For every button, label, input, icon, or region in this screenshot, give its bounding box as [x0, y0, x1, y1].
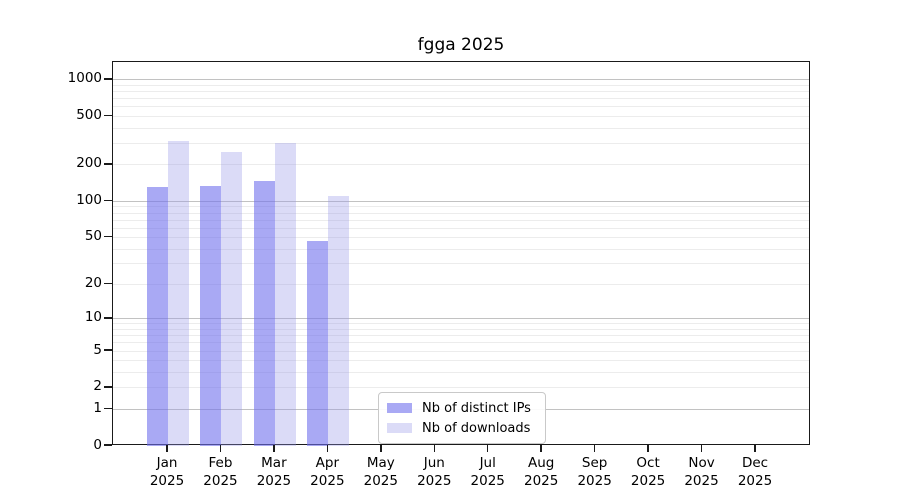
gridline-minor	[113, 372, 809, 374]
gridline-minor	[113, 212, 809, 214]
legend: Nb of distinct IPs Nb of downloads	[378, 392, 546, 444]
x-tick-label: Mar 2025	[256, 455, 292, 489]
gridline-minor	[113, 360, 809, 362]
y-tick-mark	[104, 386, 112, 388]
gridline-minor	[113, 263, 809, 265]
gridline-minor	[113, 164, 809, 166]
x-tick-mark	[700, 445, 703, 452]
x-tick-label: Nov 2025	[684, 455, 719, 489]
y-tick-label: 20	[84, 275, 102, 292]
gridline-minor	[113, 116, 809, 117]
legend-swatch-distinct-ips	[387, 403, 412, 413]
y-tick-mark	[104, 282, 112, 285]
x-tick-label: Jul 2025	[470, 455, 505, 489]
chart-title: fgga 2025	[417, 35, 505, 55]
x-tick-mark	[219, 445, 222, 452]
bar-downloads	[274, 142, 296, 446]
x-tick-label: Apr 2025	[310, 455, 345, 489]
gridline-minor	[113, 323, 809, 325]
legend-item-downloads: Nb of downloads	[387, 418, 537, 438]
y-tick-label: 0	[93, 436, 102, 453]
y-tick-label: 10	[84, 309, 102, 326]
x-tick-label: Jan 2025	[149, 455, 185, 489]
y-tick-mark	[104, 235, 112, 238]
bar-downloads	[168, 140, 189, 446]
y-tick-label: 1	[93, 399, 102, 416]
x-tick-mark	[754, 445, 756, 452]
gridline-minor	[113, 284, 809, 286]
y-tick-mark	[104, 163, 112, 165]
bars-layer	[113, 62, 809, 446]
y-tick-label: 2	[93, 378, 102, 395]
gridline-minor	[113, 127, 809, 129]
gridline-minor	[113, 350, 809, 352]
gridline-minor	[113, 206, 809, 208]
gridline-minor	[113, 335, 809, 337]
x-tick-mark	[540, 445, 542, 452]
x-tick-mark	[593, 445, 596, 452]
gridline-minor	[113, 84, 809, 86]
x-tick-label: Feb 2025	[203, 455, 238, 489]
gridline-minor	[113, 91, 809, 93]
legend-swatch-downloads	[387, 423, 412, 433]
gridline-minor	[113, 143, 809, 144]
legend-item-distinct-ips: Nb of distinct IPs	[387, 398, 537, 418]
gridline-major	[113, 79, 809, 81]
gridline-minor	[113, 248, 809, 250]
y-tick-label: 5	[93, 341, 102, 358]
x-tick-mark	[326, 445, 329, 452]
bar-distinct-ips	[147, 186, 168, 446]
bar-downloads	[221, 151, 243, 446]
y-tick-mark	[104, 78, 112, 80]
y-tick-label: 100	[76, 191, 102, 208]
bar-downloads	[328, 196, 350, 446]
bar-distinct-ips	[307, 240, 329, 446]
y-tick-mark	[104, 444, 112, 446]
gridlines-layer	[113, 62, 809, 444]
y-tick-label: 1000	[67, 70, 102, 87]
gridline-major	[113, 200, 809, 202]
y-tick-mark	[104, 114, 112, 117]
gridline-minor	[113, 329, 809, 331]
gridline-minor	[113, 219, 809, 221]
bar-distinct-ips	[200, 185, 222, 446]
x-tick-label: Jun 2025	[417, 455, 452, 489]
x-tick-label: Dec 2025	[737, 455, 773, 489]
legend-label-downloads: Nb of downloads	[422, 420, 531, 436]
gridline-minor	[113, 387, 809, 389]
x-tick-label: Sep 2025	[577, 455, 612, 489]
legend-label-distinct-ips: Nb of distinct IPs	[422, 400, 531, 416]
gridline-major	[113, 318, 809, 320]
x-tick-label: Aug 2025	[523, 455, 559, 489]
y-tick-mark	[104, 199, 112, 202]
gridline-minor	[113, 342, 809, 344]
y-tick-label: 200	[76, 155, 102, 172]
y-tick-mark	[104, 349, 112, 351]
x-tick-mark	[647, 445, 649, 452]
y-tick-label: 50	[84, 228, 102, 245]
plot-area: Nb of distinct IPs Nb of downloads	[112, 61, 810, 446]
x-tick-mark	[166, 445, 168, 452]
y-tick-mark	[104, 407, 112, 409]
x-tick-mark	[486, 445, 489, 452]
bar-distinct-ips	[253, 181, 275, 446]
gridline-minor	[113, 98, 809, 100]
y-tick-mark	[104, 317, 112, 319]
x-tick-mark	[273, 445, 275, 452]
y-tick-label: 500	[76, 107, 102, 123]
gridline-minor	[113, 227, 809, 229]
gridline-minor	[113, 106, 809, 108]
x-tick-label: May 2025	[363, 455, 398, 489]
x-tick-mark	[380, 445, 382, 452]
x-tick-mark	[433, 445, 436, 452]
x-tick-label: Oct 2025	[630, 455, 666, 489]
gridline-minor	[113, 237, 809, 239]
